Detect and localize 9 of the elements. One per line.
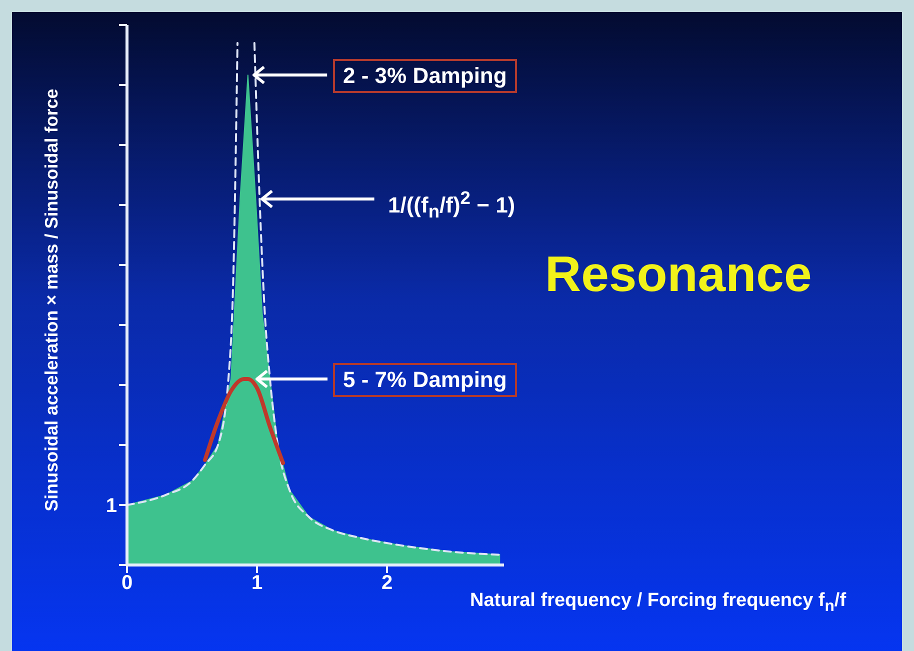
x-tick-label: 1 (251, 572, 263, 594)
annotation: 1/((f$_{n}$/f)$^{2}$ − 1) (387, 186, 516, 222)
x-axis-title: Natural frequency / Forcing frequency f$_{n}$/f (470, 590, 846, 616)
x-tick-label: 2 (381, 572, 393, 594)
label-box: 5 - 7% Damping (333, 363, 517, 397)
label-box: 2 - 3% Damping (333, 58, 517, 93)
x-tick-label: 0 (121, 572, 133, 594)
text: Resonance (545, 245, 812, 303)
y-axis-title: Sinusoidal acceleration × mass / Sinusoidal force (42, 88, 62, 512)
